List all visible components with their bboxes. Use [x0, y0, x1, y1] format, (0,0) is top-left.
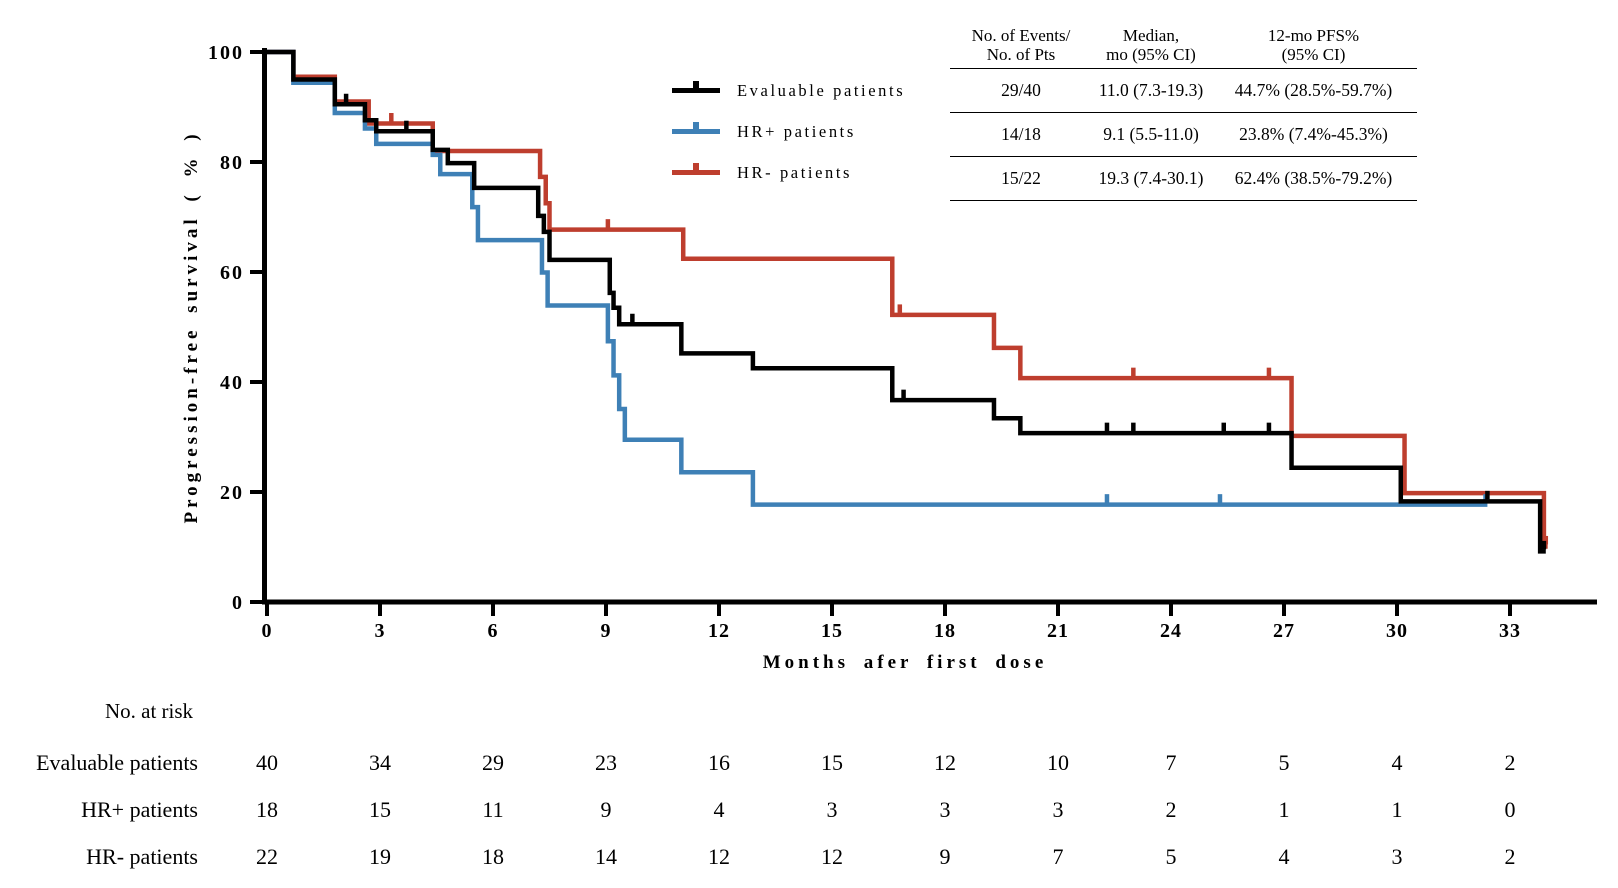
legend-label: HR+ patients [737, 121, 856, 141]
stats-row-evaluable: 29/40 11.0 (7.3-19.3) 44.7% (28.5%-59.7%… [950, 69, 1417, 113]
pfs12-value: 23.8% (7.4%-45.3%) [1239, 124, 1388, 144]
risk-count: 19 [369, 844, 391, 869]
y-tick-label: 20 [220, 482, 244, 504]
risk-row-label-hr-neg: HR- patients [86, 844, 198, 869]
risk-count: 18 [482, 844, 504, 869]
risk-count: 23 [595, 750, 617, 775]
risk-count: 0 [1504, 797, 1516, 822]
risk-count: 7 [1052, 844, 1064, 869]
risk-count: 29 [482, 750, 504, 775]
x-tick-label: 3 [375, 620, 386, 642]
legend-item-hr-pos: HR+ patients [672, 111, 905, 152]
x-tick-label: 24 [1160, 620, 1182, 642]
legend-label: Evaluable patients [737, 80, 906, 100]
km-curve [267, 49, 1548, 549]
risk-count: 40 [256, 750, 278, 775]
risk-count: 2 [1504, 844, 1516, 869]
x-tick-label: 9 [601, 620, 612, 642]
legend: Evaluable patients HR+ patients HR- pati… [672, 70, 905, 193]
risk-count: 4 [1391, 750, 1403, 775]
risk-count: 4 [1278, 844, 1290, 869]
risk-count: 15 [821, 750, 843, 775]
risk-count: 22 [256, 844, 278, 869]
pfs12-value: 62.4% (38.5%-79.2%) [1234, 168, 1393, 188]
risk-count: 12 [934, 750, 956, 775]
y-axis-title: Progression-free survival ( % ) [181, 130, 202, 523]
stats-table: No. of Events/ No. of Pts Median, mo (95… [950, 26, 1417, 201]
stats-col-median: Median, mo (95% CI) [1106, 26, 1196, 64]
legend-item-evaluable: Evaluable patients [672, 70, 905, 111]
x-tick-label: 15 [821, 620, 843, 642]
x-axis-title: Months afer first dose [763, 652, 1048, 673]
risk-count: 1 [1278, 797, 1290, 822]
censor-tick-icon [693, 81, 699, 89]
risk-row-label-hr-pos: HR+ patients [81, 797, 198, 822]
risk-count: 9 [600, 797, 612, 822]
risk-count: 3 [939, 797, 951, 822]
median-value: 19.3 (7.4-30.1) [1098, 168, 1204, 188]
y-tick-label: 40 [220, 372, 244, 394]
risk-count: 3 [826, 797, 838, 822]
median-value: 11.0 (7.3-19.3) [1098, 80, 1204, 100]
km-line-marker-icon [672, 122, 720, 134]
censor-tick-icon [693, 163, 699, 171]
x-tick-label: 30 [1386, 620, 1408, 642]
pfs12-value: 44.7% (28.5%-59.7%) [1234, 80, 1393, 100]
risk-count: 2 [1165, 797, 1177, 822]
censor-tick-icon [693, 122, 699, 130]
x-tick-label: 33 [1499, 620, 1521, 642]
risk-count: 34 [369, 750, 391, 775]
legend-item-hr-neg: HR- patients [672, 152, 905, 193]
risk-count: 11 [482, 797, 504, 822]
km-curve [267, 49, 1546, 554]
x-tick-label: 27 [1273, 620, 1295, 642]
x-tick-label: 12 [708, 620, 730, 642]
km-line-marker-icon [672, 163, 720, 175]
risk-count: 12 [821, 844, 843, 869]
events-value: 15/22 [1001, 168, 1041, 188]
risk-table-title: No. at risk [104, 699, 194, 723]
y-tick-label: 80 [220, 152, 244, 174]
risk-count: 3 [1391, 844, 1403, 869]
stats-col-12mo-pfs: 12-mo PFS% (95% CI) [1267, 26, 1360, 64]
stats-table-header: No. of Events/ No. of Pts Median, mo (95… [950, 26, 1417, 69]
km-line-marker-icon [672, 81, 720, 93]
risk-count: 2 [1504, 750, 1516, 775]
risk-count: 10 [1047, 750, 1069, 775]
x-tick-label: 21 [1047, 620, 1069, 642]
y-tick-label: 60 [220, 262, 244, 284]
risk-count: 16 [708, 750, 730, 775]
risk-count: 15 [369, 797, 391, 822]
x-tick-label: 0 [262, 620, 273, 642]
risk-count: 5 [1165, 844, 1177, 869]
x-tick-label: 6 [488, 620, 499, 642]
km-series-hr-patients [267, 49, 1549, 549]
risk-count: 9 [939, 844, 951, 869]
risk-count: 12 [708, 844, 730, 869]
y-tick-label: 100 [208, 42, 244, 64]
risk-count: 3 [1052, 797, 1064, 822]
stats-row-hr-neg: 15/22 19.3 (7.4-30.1) 62.4% (38.5%-79.2%… [950, 157, 1417, 201]
risk-count: 18 [256, 797, 278, 822]
risk-row-label-evaluable: Evaluable patients [36, 750, 198, 775]
risk-count: 7 [1165, 750, 1177, 775]
x-tick-label: 18 [934, 620, 956, 642]
risk-count: 14 [595, 844, 617, 869]
km-chart: 0 3 6 9 12 15 18 21 24 27 30 33 0 20 40 60 80 100 Months a… [181, 42, 1597, 673]
median-value: 9.1 (5.5-11.0) [1103, 124, 1199, 144]
risk-count: 4 [713, 797, 725, 822]
events-value: 29/40 [1001, 80, 1041, 100]
y-tick-label: 0 [232, 592, 244, 614]
axes: 0 3 6 9 12 15 18 21 24 27 30 33 0 20 40 60 80 100 Months a… [181, 42, 1597, 673]
stats-col-events: No. of Events/ No. of Pts [971, 26, 1071, 64]
events-value: 14/18 [1001, 124, 1041, 144]
legend-label: HR- patients [737, 162, 853, 182]
stats-row-hr-pos: 14/18 9.1 (5.5-11.0) 23.8% (7.4%-45.3%) [950, 113, 1417, 157]
risk-count: 1 [1391, 797, 1403, 822]
risk-count: 5 [1278, 750, 1290, 775]
km-series-evaluable-patients [267, 49, 1547, 554]
